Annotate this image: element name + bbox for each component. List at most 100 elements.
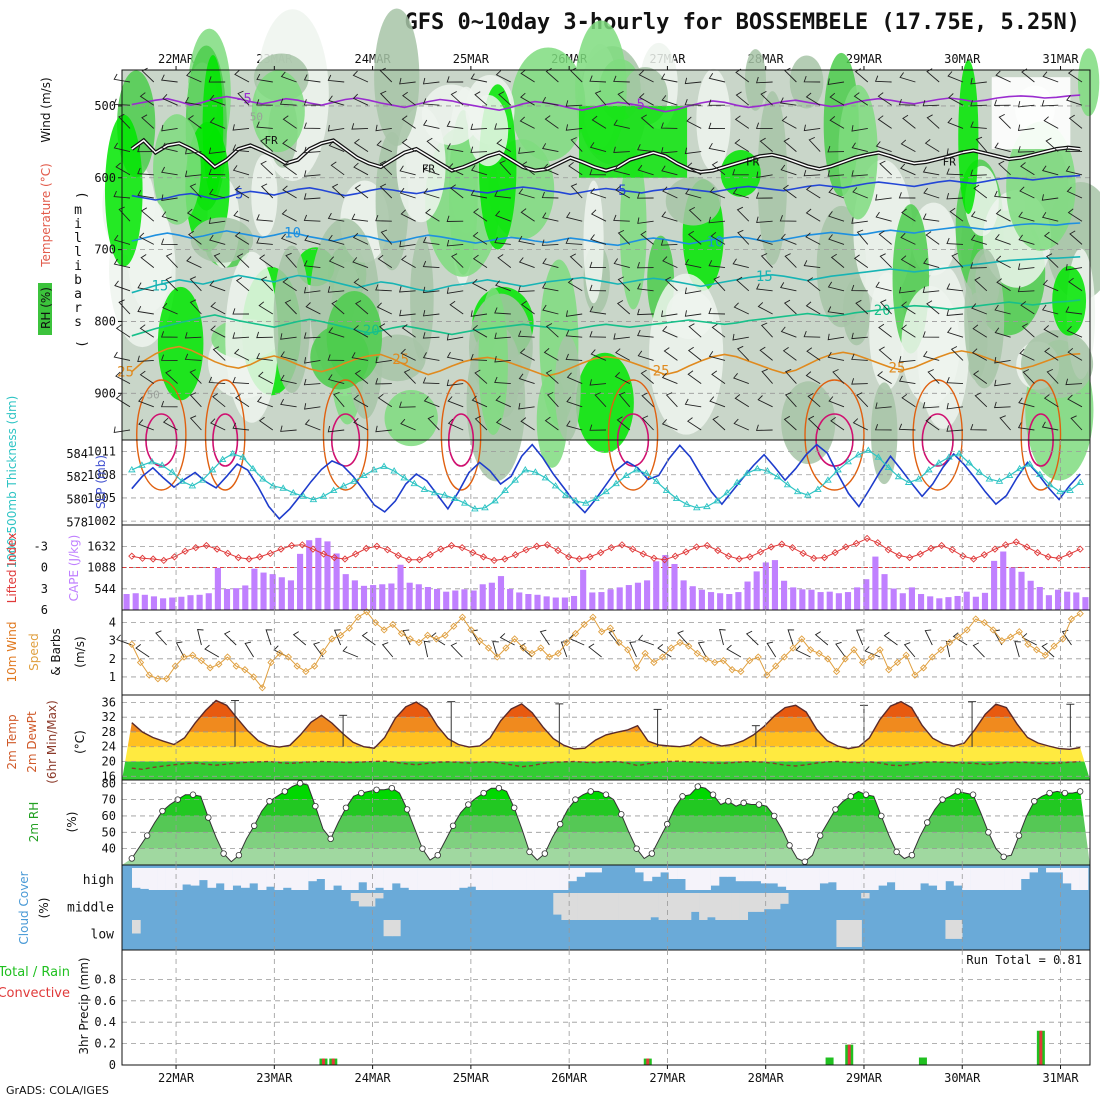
wind-barb	[377, 254, 393, 268]
wind-barb	[591, 115, 607, 129]
wind-barb	[970, 423, 987, 431]
cape-bar	[379, 584, 386, 610]
surface-wind-barb	[135, 644, 150, 658]
wind-barb	[208, 188, 226, 199]
wind-barb	[803, 330, 821, 338]
wind-barb	[521, 161, 535, 176]
thickness-point	[440, 491, 449, 498]
wind-barb	[256, 237, 273, 245]
cloud-cell-middle	[861, 893, 870, 899]
wind-speed-point	[345, 624, 353, 632]
wind-barb	[470, 353, 488, 361]
rh-point	[602, 791, 610, 798]
wind-barb	[184, 332, 202, 339]
wind-barb	[472, 278, 488, 292]
wind-barb	[641, 392, 654, 408]
wind-speed-point	[171, 662, 179, 670]
wind-barb	[638, 70, 654, 83]
wind-barb	[684, 77, 702, 85]
wind-barb	[115, 394, 131, 408]
wind-barb	[448, 163, 464, 176]
isotherm--5	[131, 94, 1081, 113]
cloud-cell-high	[1004, 868, 1013, 890]
wind-barb	[303, 193, 321, 200]
wind-barb	[303, 170, 321, 177]
lifted-index-point	[543, 541, 552, 549]
wind-barb	[209, 234, 226, 245]
wind-barb	[165, 369, 178, 384]
isotherm-30	[1020, 379, 1062, 491]
wind-barb	[189, 392, 202, 408]
temperature-band	[122, 761, 1090, 780]
lifted-index-point	[479, 553, 488, 561]
wind-barb	[1066, 95, 1083, 106]
rh-region	[368, 334, 426, 382]
temperature-axis-label: Temperature (°C)	[39, 163, 53, 268]
slp-line	[131, 443, 1081, 520]
wind-barb	[423, 164, 440, 176]
slp-tick-label: 1002	[87, 514, 116, 528]
thickness-point	[1056, 487, 1064, 495]
rh-point	[648, 850, 656, 857]
wind-barb	[757, 302, 773, 315]
wind-barb	[970, 234, 987, 245]
cloud-cell-middle	[366, 893, 376, 907]
wind-barb	[783, 299, 797, 315]
cloud-cell-high	[559, 868, 569, 890]
wind-speed-point	[180, 653, 188, 661]
wind-barb	[926, 300, 940, 315]
wind-barb	[280, 71, 297, 83]
wind-barb	[237, 90, 250, 106]
wind-barb	[161, 194, 178, 201]
isotherm-label: 25	[392, 352, 409, 368]
date-label-bottom: 25MAR	[453, 1071, 490, 1085]
rh-point	[786, 842, 793, 849]
cloud-cell-middle	[561, 893, 570, 920]
cloud-cell-high	[769, 868, 779, 884]
thickness-point	[1015, 464, 1024, 472]
lifted-index-point	[554, 546, 562, 555]
lifted-index-point	[319, 550, 328, 558]
wind-barb	[1069, 230, 1083, 245]
precip-convective-bar	[331, 1058, 335, 1065]
wind-barb	[208, 376, 226, 385]
wind-barb	[259, 254, 274, 268]
wind-barb	[875, 281, 892, 292]
lifted-index-point	[852, 539, 861, 548]
thickness-point	[319, 492, 328, 499]
wind-barb	[709, 396, 726, 408]
wind-barb	[451, 253, 464, 268]
wind-barb	[1043, 394, 1059, 408]
surface-wind-barb	[677, 630, 690, 646]
lifted-index-point	[501, 555, 509, 563]
thickness-point	[693, 503, 701, 511]
cloud-cell-middle	[755, 893, 765, 912]
thickness-point	[481, 503, 489, 511]
cloud-cell-high	[693, 868, 703, 890]
thickness-point	[1076, 478, 1084, 485]
wind-barb	[160, 331, 178, 338]
surface-wind-barb	[423, 640, 431, 658]
lifted-index-point	[810, 554, 818, 562]
lifted-index-point	[394, 551, 402, 560]
wind-barb	[208, 168, 226, 176]
wind-barb	[803, 260, 821, 269]
wind-barb	[1067, 208, 1083, 222]
wind-barb	[946, 283, 964, 292]
wind-speed-point	[650, 658, 658, 667]
cape-bar	[205, 593, 212, 610]
temperature-tick-label: 28	[102, 725, 116, 739]
wind-barb	[947, 71, 964, 83]
wind-barb	[375, 124, 392, 132]
thickness-point	[239, 453, 247, 460]
cloud-cell-middle	[772, 893, 781, 910]
wind-speed-point	[432, 635, 440, 643]
surface-wind-barb	[381, 642, 394, 658]
rh-point	[633, 845, 640, 852]
wind-barb	[520, 208, 535, 222]
thickness-point	[753, 464, 762, 472]
thickness-point	[672, 494, 681, 502]
thickness-point	[541, 474, 550, 481]
wind-barb	[925, 416, 940, 431]
date-label-bottom: 22MAR	[158, 1071, 195, 1085]
